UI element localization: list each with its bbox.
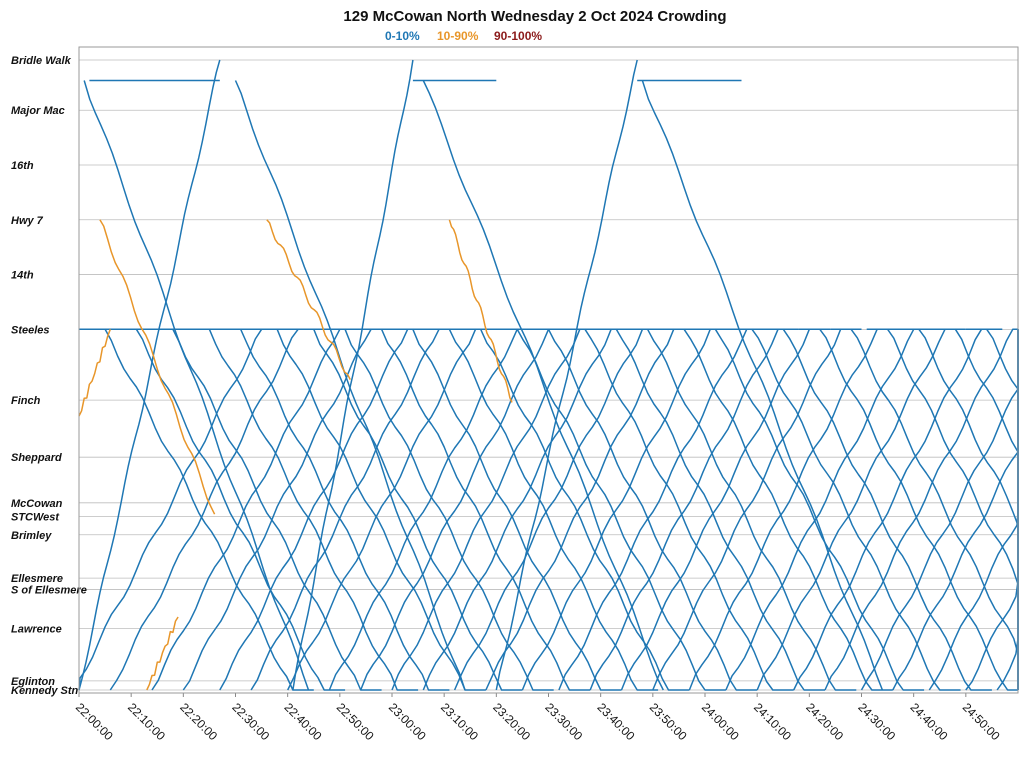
trip-line-north [453, 328, 664, 691]
stop-label: Lawrence [11, 623, 62, 635]
series-lines [78, 59, 1019, 691]
stop-label: 16th [11, 160, 34, 172]
trip-line-south [830, 328, 1019, 690]
stop-label: Major Mac [11, 105, 65, 117]
trip-line-north [589, 328, 799, 691]
trip-line-south [459, 328, 690, 691]
trip-line-south [234, 80, 466, 691]
trip-line-north [250, 328, 460, 691]
crowded-trip-line [99, 219, 216, 515]
trip-line-north [521, 328, 732, 691]
trip-line-south [428, 328, 659, 691]
trip-line-north [78, 328, 283, 691]
trip-line-south [626, 328, 857, 691]
trip-line-north [485, 328, 695, 691]
trip-line-north [360, 328, 570, 691]
trip-line-south [663, 328, 893, 691]
trip-line-south [152, 328, 382, 691]
trip-line-south [422, 80, 664, 691]
stop-label: 14th [11, 270, 34, 282]
trip-line-north [292, 59, 414, 691]
trip-line-south [564, 328, 794, 691]
trip-line-south [731, 328, 961, 691]
crowded-trip-line [448, 219, 513, 403]
trip-line-south [798, 328, 1018, 691]
trip-line-south [392, 328, 622, 691]
trip-line-south [762, 328, 992, 691]
stop-label: Steeles [11, 324, 50, 336]
trip-line-north [182, 328, 392, 691]
legend-item: 10-90% [437, 29, 479, 43]
trip-line-south [84, 328, 314, 691]
trip-line-north [78, 59, 221, 691]
trip-line-south [527, 328, 758, 691]
trip-line-north [756, 328, 966, 691]
trip-line-south [595, 328, 825, 691]
trip-line-north [688, 328, 898, 691]
trip-line-south [360, 328, 591, 691]
trip-line-south [694, 328, 925, 691]
crowded-trip-line [146, 616, 179, 691]
trip-line-north [558, 328, 768, 691]
trip-line-north [652, 328, 862, 691]
trip-line-south [115, 328, 346, 691]
legend-item: 0-10% [385, 29, 420, 43]
trip-line-north [219, 328, 429, 691]
trip-line-north [824, 328, 1018, 691]
trip-line-north [151, 328, 361, 691]
legend: 0-10% 10-90% 90-100% [385, 29, 542, 43]
trip-line-south [219, 328, 450, 691]
stop-label: Hwy 7 [11, 215, 44, 227]
trip-line-north [725, 328, 935, 691]
y-axis-labels: Bridle Walk Major Mac 16th Hwy 7 14th Steeles… [11, 55, 87, 697]
trip-line-south [188, 328, 419, 691]
trip-line-south [256, 328, 486, 691]
trip-line-south [496, 328, 726, 691]
legend-item: 90-100% [494, 29, 542, 43]
stop-label: Kennedy Stn [11, 685, 79, 697]
trip-line-north [793, 328, 1003, 691]
trip-line-north [620, 328, 831, 691]
trip-line-north [422, 328, 632, 691]
plot-frame [78, 46, 1019, 694]
trip-line-south [641, 80, 884, 691]
crowded-trip-line [266, 219, 351, 380]
stop-label: Ellesmere [11, 573, 63, 585]
trip-line-south [292, 328, 523, 691]
stop-label: STCWest [11, 512, 60, 524]
trip-line-north [287, 328, 497, 691]
trip-line-north [109, 328, 319, 691]
stop-label: Bridle Walk [11, 55, 72, 67]
stop-label: McCowan [11, 498, 63, 510]
trip-line-south [324, 328, 554, 691]
chart-title: 129 McCowan North Wednesday 2 Oct 2024 C… [343, 8, 726, 25]
trip-line-north [328, 328, 539, 691]
trip-line-north [391, 328, 601, 691]
crowded-trip-line [78, 329, 112, 417]
stop-label: Brimley [11, 530, 52, 542]
stop-label: Eglinton [11, 676, 55, 688]
stop-label: S of Ellesmere [11, 585, 87, 597]
stop-label: Sheppard [11, 452, 62, 464]
trip-line-north [495, 59, 638, 691]
stop-label: Finch [11, 395, 41, 407]
